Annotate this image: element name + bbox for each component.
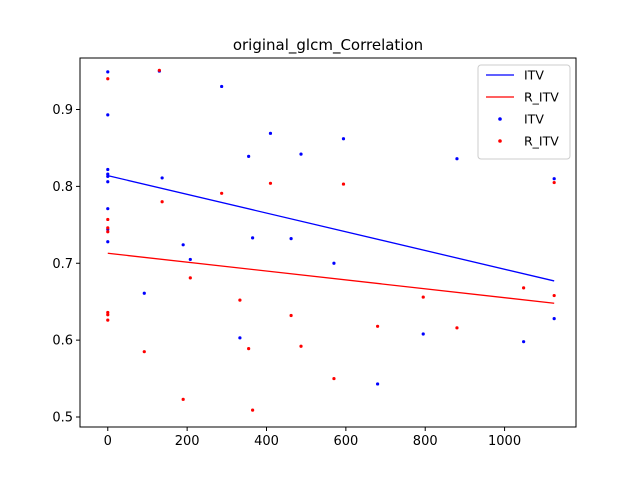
point-r-itv-26 bbox=[552, 293, 556, 298]
point-r-itv-24 bbox=[522, 286, 526, 290]
point-itv-19 bbox=[289, 237, 293, 241]
y-tick-label: 0.7 bbox=[52, 257, 73, 272]
point-r-itv-8 bbox=[157, 68, 161, 72]
point-itv-26 bbox=[522, 340, 526, 344]
point-r-itv-20 bbox=[341, 182, 346, 186]
point-r-itv-7 bbox=[142, 350, 146, 354]
y-tick-label: 0.8 bbox=[52, 180, 73, 195]
plot-frame bbox=[79, 57, 577, 428]
legend-label-itv: ITV bbox=[524, 112, 544, 127]
x-tick-label: 800 bbox=[413, 434, 438, 449]
point-itv-14 bbox=[220, 84, 224, 89]
point-r-itv-10 bbox=[181, 397, 185, 401]
point-r-itv-0 bbox=[106, 77, 110, 81]
point-r-itv-22 bbox=[421, 295, 425, 299]
y-tick-label: 0.6 bbox=[52, 334, 73, 349]
legend-marker-r-itv bbox=[498, 139, 502, 143]
point-r-itv-11 bbox=[188, 276, 192, 280]
fit-line-itv bbox=[107, 174, 555, 282]
point-r-itv-2 bbox=[106, 226, 110, 230]
point-itv-6 bbox=[106, 207, 110, 211]
point-itv-9 bbox=[142, 291, 146, 295]
point-itv-0 bbox=[106, 70, 110, 74]
point-r-itv-15 bbox=[251, 408, 255, 412]
point-itv-25 bbox=[455, 157, 459, 161]
point-r-itv-16 bbox=[268, 181, 273, 185]
point-itv-28 bbox=[552, 317, 556, 321]
point-itv-27 bbox=[552, 177, 556, 181]
point-itv-11 bbox=[160, 176, 164, 180]
point-itv-13 bbox=[188, 257, 192, 262]
x-tick-label: 200 bbox=[175, 434, 200, 449]
axes: 0 200 400 600 800 1000 0.5 0.6 0.7 0.8 0.9 bbox=[52, 57, 577, 449]
point-itv-4 bbox=[106, 174, 110, 178]
point-itv-16 bbox=[247, 154, 251, 158]
point-itv-8 bbox=[106, 240, 110, 244]
point-r-itv-19 bbox=[332, 376, 336, 381]
point-itv-2 bbox=[106, 167, 110, 172]
point-r-itv-9 bbox=[160, 200, 164, 204]
legend-label-r-itv: R_ITV bbox=[524, 90, 559, 105]
point-itv-21 bbox=[332, 261, 336, 265]
point-itv-5 bbox=[106, 180, 110, 184]
plot-area bbox=[106, 68, 556, 412]
point-r-itv-14 bbox=[247, 346, 251, 351]
point-r-itv-5 bbox=[106, 313, 110, 317]
point-r-itv-17 bbox=[289, 313, 293, 318]
chart-title: original_glcm_Correlation bbox=[233, 36, 423, 55]
point-r-itv-23 bbox=[455, 326, 459, 330]
y-tick-label: 0.9 bbox=[52, 103, 73, 118]
point-r-itv-1 bbox=[106, 217, 110, 222]
point-r-itv-6 bbox=[106, 318, 110, 322]
point-itv-24 bbox=[421, 332, 425, 336]
point-r-itv-25 bbox=[552, 180, 556, 185]
point-r-itv-3 bbox=[106, 230, 110, 234]
point-itv-15 bbox=[238, 336, 242, 340]
fit-line-r-itv bbox=[107, 252, 555, 304]
point-itv-18 bbox=[268, 131, 273, 135]
x-tick-label: 0 bbox=[104, 434, 112, 449]
point-itv-12 bbox=[181, 243, 185, 247]
point-r-itv-12 bbox=[220, 191, 224, 195]
legend-label-itv: ITV bbox=[524, 68, 544, 83]
point-r-itv-18 bbox=[299, 344, 303, 348]
point-r-itv-4 bbox=[106, 310, 110, 315]
x-tick-label: 600 bbox=[333, 434, 358, 449]
legend-box bbox=[477, 64, 571, 160]
legend: ITV R_ITV ITV R_ITV bbox=[477, 64, 571, 160]
point-itv-1 bbox=[106, 113, 110, 117]
legend-marker-itv bbox=[498, 117, 502, 121]
point-r-itv-13 bbox=[238, 298, 242, 302]
point-itv-20 bbox=[299, 152, 303, 156]
y-tick-label: 0.5 bbox=[52, 411, 73, 426]
point-itv-3 bbox=[106, 172, 110, 176]
point-r-itv-21 bbox=[376, 324, 380, 328]
point-itv-17 bbox=[251, 236, 255, 240]
x-tick-label: 1000 bbox=[488, 434, 521, 449]
point-itv-23 bbox=[376, 382, 380, 386]
point-itv-22 bbox=[341, 137, 346, 141]
x-tick-label: 400 bbox=[254, 434, 279, 449]
legend-label-r-itv: R_ITV bbox=[524, 134, 559, 149]
